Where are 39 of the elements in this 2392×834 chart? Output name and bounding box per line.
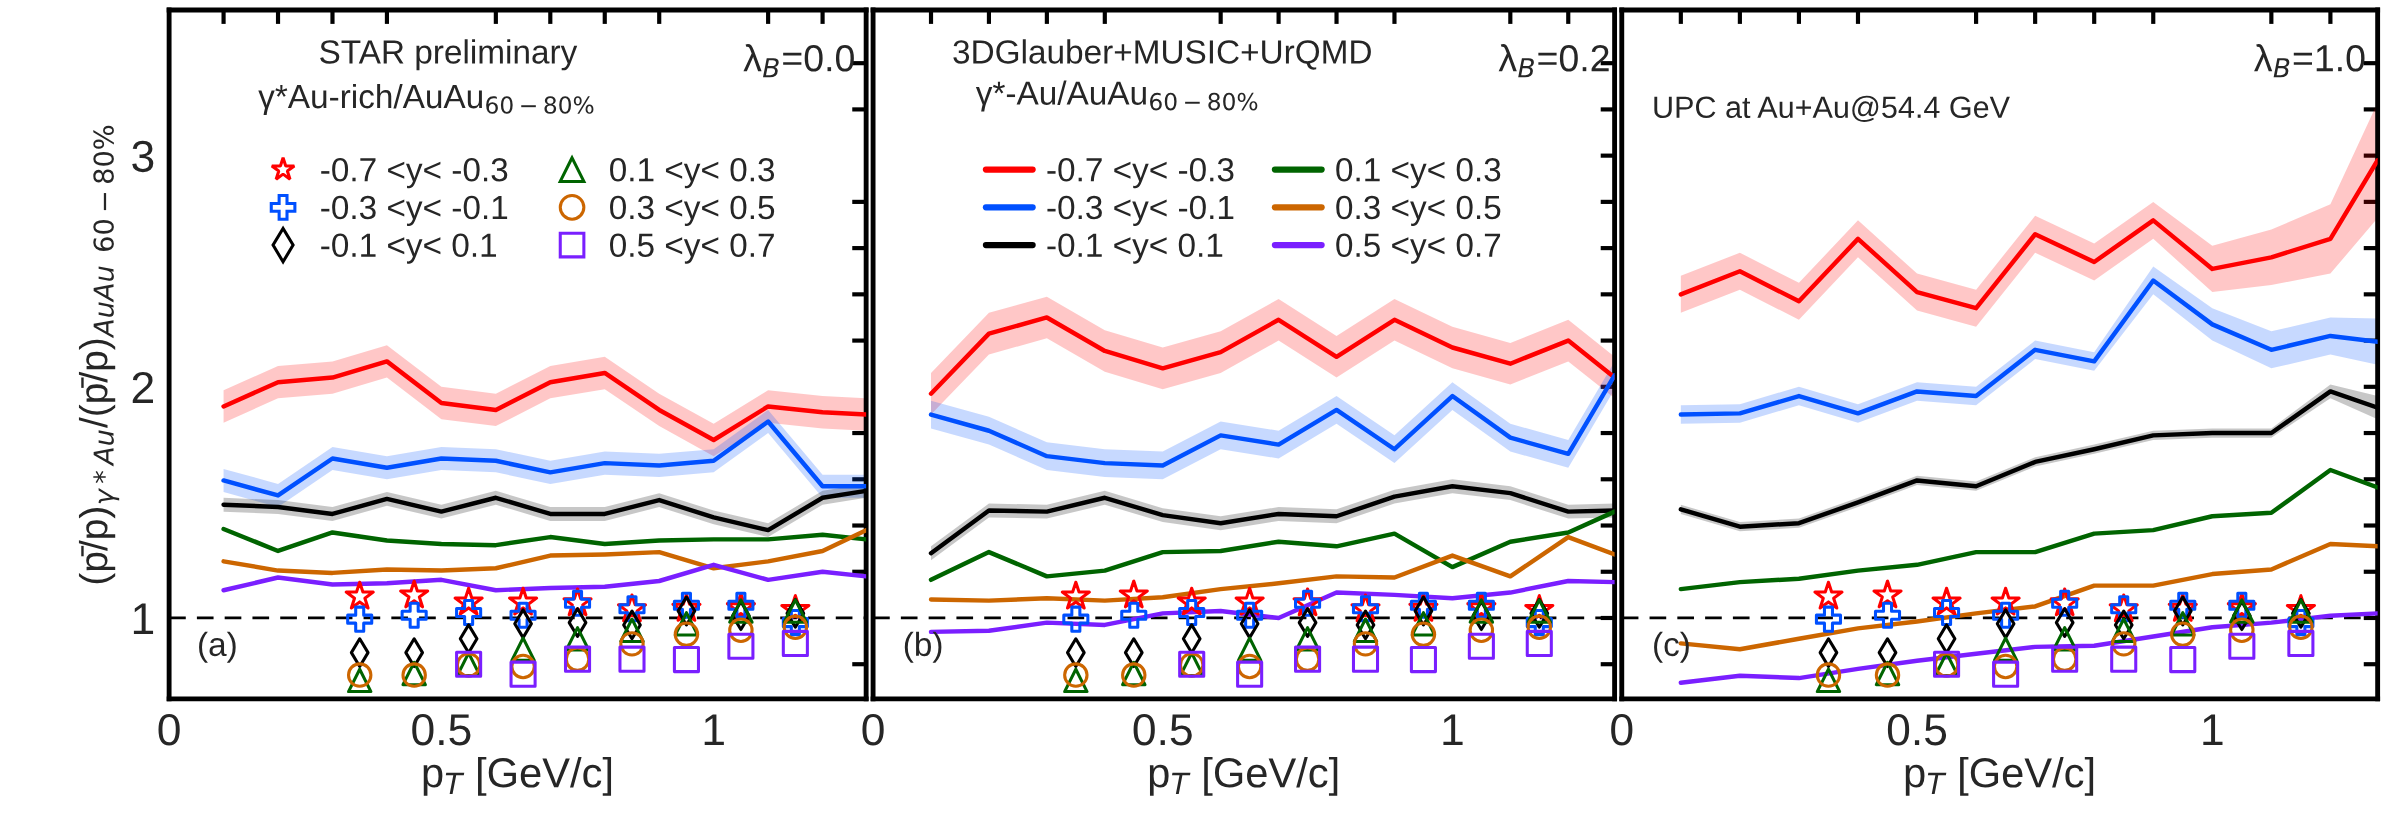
legend-label: 0.5 <y< 0.7: [1336, 233, 1501, 264]
x-tick-label: 1: [704, 714, 724, 745]
legend-label: -0.3 <y< -0.1: [1047, 195, 1234, 226]
y-tick-label: 1: [133, 603, 154, 635]
annotation: λ$_{B}$=0.2: [1498, 44, 1609, 78]
y-tick-label: 2: [132, 371, 153, 403]
x-tick-label: 0.5: [1887, 713, 1947, 746]
annotation: λ$_{B}$=0.0: [743, 44, 854, 78]
annotation: λ$_{B}$=1.0: [2254, 44, 2365, 78]
y-tick-label: 3: [132, 140, 154, 173]
annotation: γ*Au-rich/AuAu$_{60−80%}$: [258, 83, 594, 115]
x-tick-label: 1: [1443, 714, 1463, 745]
legend-label: -0.1 <y< 0.1: [1047, 233, 1223, 264]
annotation: (b): [904, 631, 942, 663]
annotation: (a): [199, 631, 236, 663]
annotation: 3DGlauber+MUSIC+UrQMD: [953, 39, 1371, 70]
y-axis-title: (p̄/p)$_{γ*Au}$/(p̄/p)$_{AuAu 60−80%}$: [78, 125, 120, 584]
legend-label: -0.1 <y< 0.1: [321, 233, 497, 264]
x-tick-label: 0: [862, 713, 884, 746]
x-axis-title: p$_{T}$ [GeV/c]: [1149, 756, 1338, 796]
annotation: UPC at Au+Au@54.4 GeV: [1654, 95, 2010, 123]
legend-label: -0.7 <y< -0.3: [1047, 158, 1234, 189]
x-tick-label: 0: [1611, 713, 1633, 746]
legend-label: 0.1 <y< 0.3: [1336, 158, 1501, 189]
annotation: γ*-Au/AuAu$_{60−80%}$: [975, 80, 1258, 112]
annotation: STAR preliminary: [320, 39, 578, 71]
x-tick-label: 1: [2203, 714, 2223, 745]
x-axis-title: p$_{T}$ [GeV/c]: [423, 756, 612, 796]
x-tick-label: 0: [158, 713, 180, 746]
x-tick-label: 0.5: [1133, 713, 1192, 746]
legend-label: -0.3 <y< -0.1: [321, 195, 508, 226]
legend-label: 0.3 <y< 0.5: [610, 195, 775, 226]
x-tick-label: 0.5: [412, 713, 471, 746]
x-axis-title: p$_{T}$ [GeV/c]: [1905, 756, 2094, 796]
legend-label: 0.1 <y< 0.3: [610, 158, 775, 189]
legend-label: 0.5 <y< 0.7: [610, 233, 774, 264]
legend-label: 0.3 <y< 0.5: [1336, 195, 1501, 226]
legend-label: -0.7 <y< -0.3: [321, 158, 508, 189]
annotation: (c): [1654, 631, 1689, 663]
